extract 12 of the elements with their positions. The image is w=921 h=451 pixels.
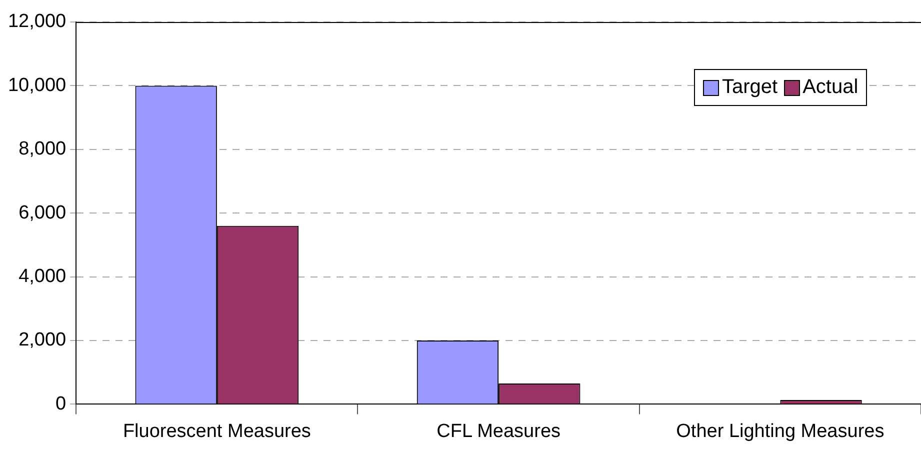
x-tick-label: Other Lighting Measures xyxy=(676,420,884,442)
legend-label: Target xyxy=(721,76,778,99)
y-tick-label: 10,000 xyxy=(8,74,66,96)
y-tick-label: 8,000 xyxy=(18,138,66,160)
y-tick-label: 2,000 xyxy=(18,330,66,351)
legend-label: Actual xyxy=(802,76,858,99)
y-tick-label: 12,000 xyxy=(8,11,66,32)
y-tick-label: 6,000 xyxy=(18,202,66,224)
x-tick-label: Fluorescent Measures xyxy=(122,420,311,442)
y-tick-label: 0 xyxy=(56,393,66,414)
x-tick-label: CFL Measures xyxy=(436,420,560,442)
y-tick-label: 4,000 xyxy=(18,266,66,288)
